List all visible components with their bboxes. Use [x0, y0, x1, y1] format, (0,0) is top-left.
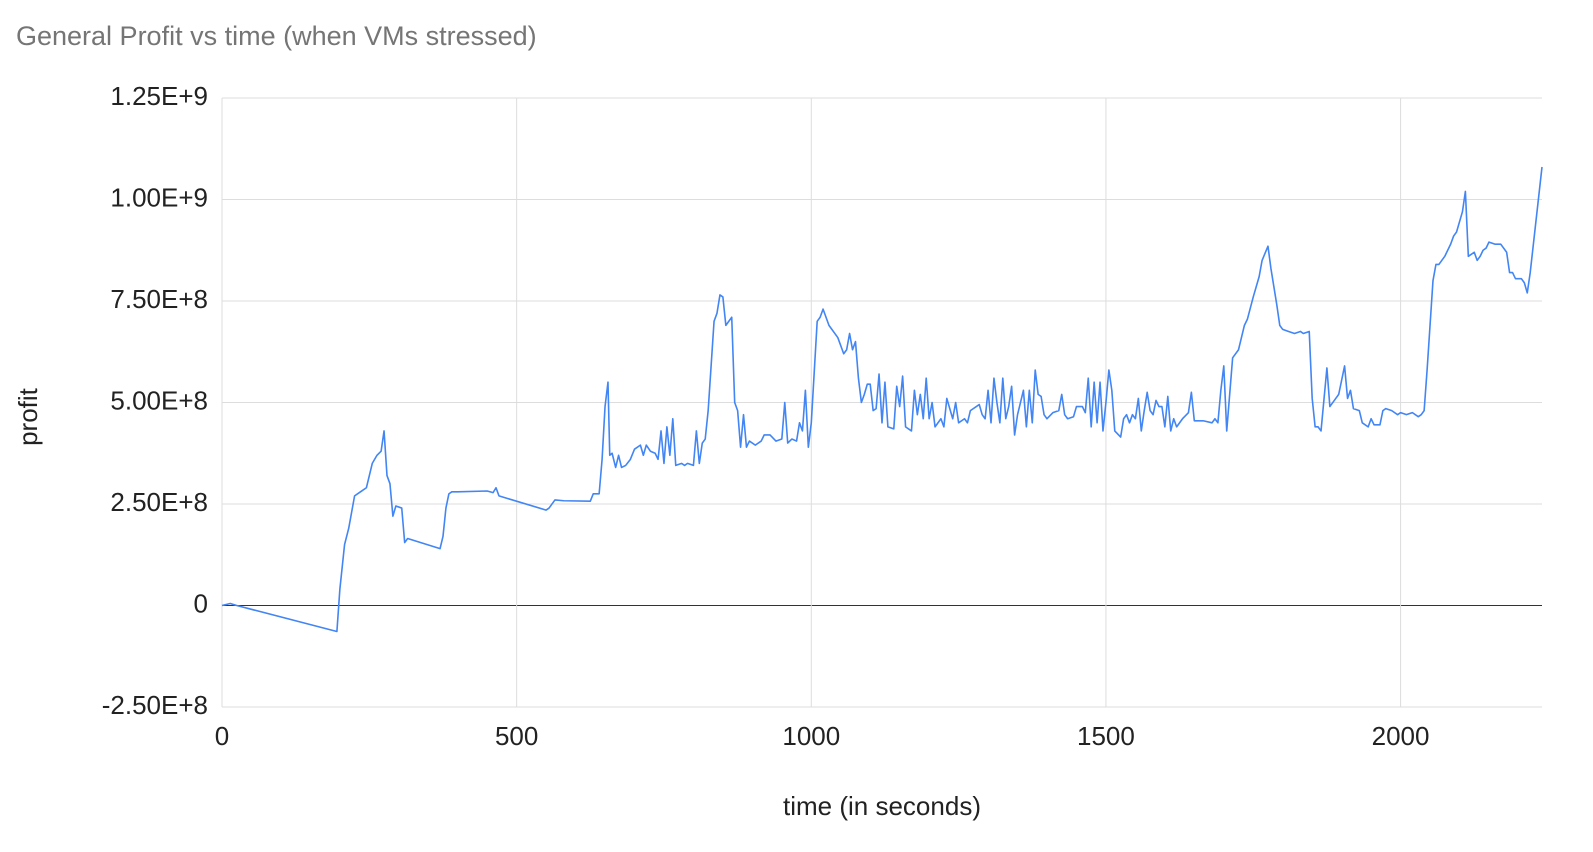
- x-tick-label: 500: [495, 721, 538, 751]
- chart-title: General Profit vs time (when VMs stresse…: [16, 21, 537, 51]
- x-tick-label: 0: [215, 721, 229, 751]
- y-tick-label: 1.00E+9: [110, 182, 208, 212]
- y-tick-label: 5.00E+8: [110, 385, 208, 415]
- y-axis-title: profit: [13, 387, 43, 446]
- y-tick-label: 0: [194, 588, 208, 618]
- y-tick-label: 2.50E+8: [110, 487, 208, 517]
- x-tick-label: 1000: [782, 721, 840, 751]
- y-tick-label: 1.25E+9: [110, 81, 208, 111]
- x-tick-label: 1500: [1077, 721, 1135, 751]
- data-line: [221, 166, 1543, 633]
- x-axis-title: time (in seconds): [783, 791, 981, 821]
- y-tick-label: 7.50E+8: [110, 284, 208, 314]
- y-tick-label: -2.50E+8: [102, 690, 208, 720]
- x-tick-label: 2000: [1372, 721, 1430, 751]
